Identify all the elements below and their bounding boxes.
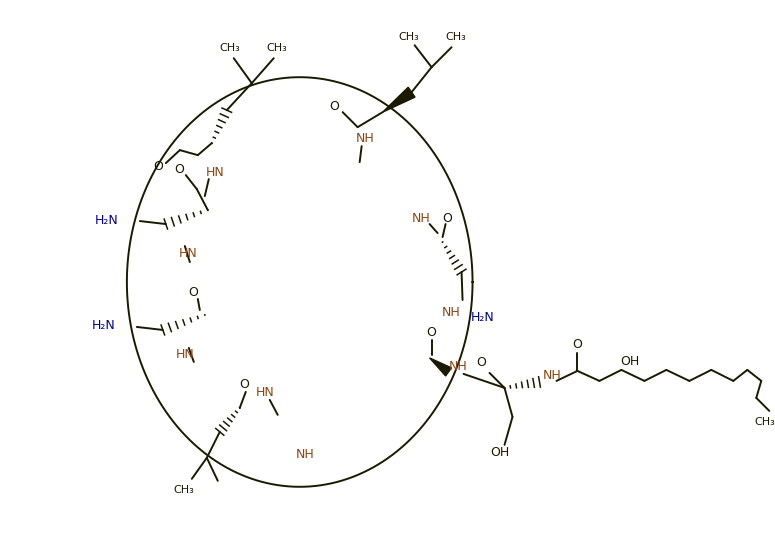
Polygon shape (383, 87, 415, 112)
Text: HN: HN (205, 166, 224, 179)
Text: O: O (573, 338, 582, 352)
Text: NH: NH (412, 212, 431, 225)
Text: HN: HN (175, 348, 195, 361)
Polygon shape (429, 358, 452, 376)
Text: O: O (443, 212, 453, 225)
Text: H₂N: H₂N (470, 311, 494, 324)
Text: CH₃: CH₃ (445, 32, 466, 42)
Text: CH₃: CH₃ (267, 43, 287, 53)
Text: OH: OH (620, 356, 639, 368)
Text: HN: HN (256, 386, 274, 399)
Text: O: O (239, 379, 249, 391)
Text: CH₃: CH₃ (174, 485, 195, 495)
Text: NH: NH (443, 306, 461, 319)
Text: CH₃: CH₃ (754, 417, 775, 427)
Text: NH: NH (449, 361, 468, 374)
Text: O: O (477, 356, 487, 370)
Text: H₂N: H₂N (92, 319, 115, 333)
Text: HN: HN (178, 246, 197, 259)
Text: CH₃: CH₃ (219, 43, 240, 53)
Text: NH: NH (295, 449, 314, 461)
Text: CH₃: CH₃ (398, 32, 419, 42)
Text: O: O (329, 100, 339, 113)
Text: NH: NH (355, 132, 374, 144)
Text: NH: NH (543, 370, 562, 382)
Text: O: O (188, 287, 198, 300)
Text: O: O (427, 326, 436, 339)
Text: OH: OH (490, 446, 509, 459)
Text: H₂N: H₂N (95, 213, 119, 227)
Text: O: O (153, 160, 163, 172)
Text: O: O (174, 162, 184, 176)
